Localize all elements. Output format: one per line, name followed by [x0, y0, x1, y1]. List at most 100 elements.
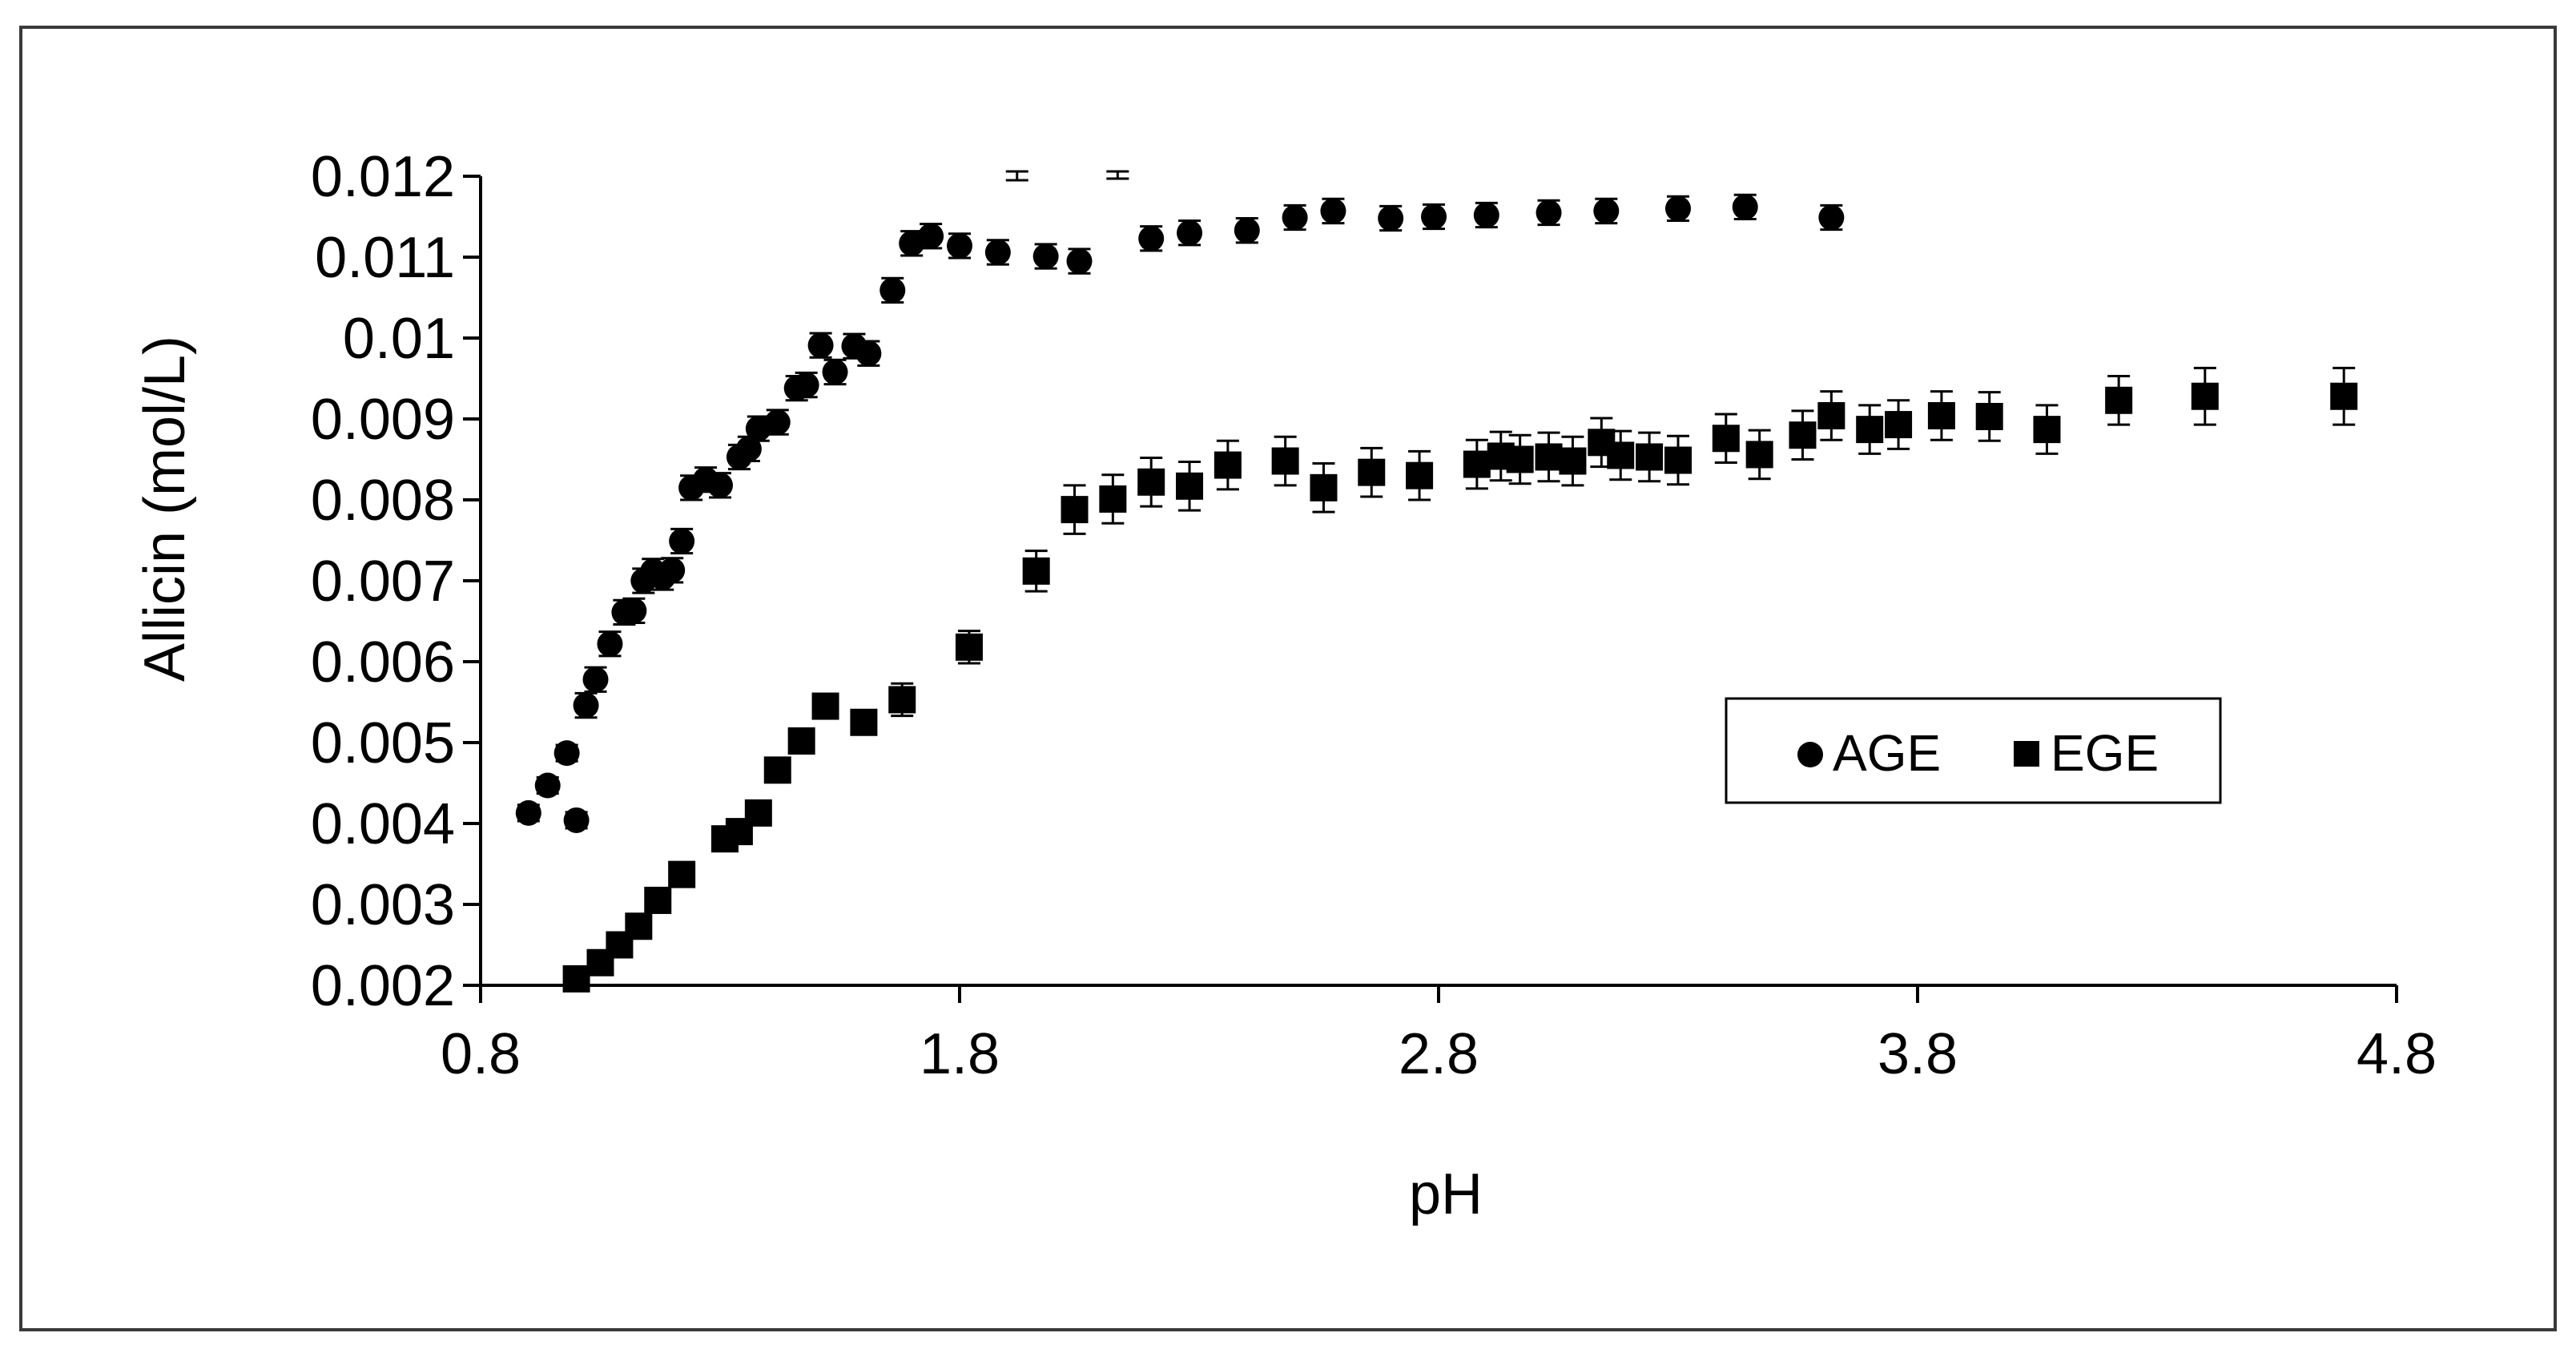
- ege-point: [1463, 450, 1491, 478]
- ege-point: [1061, 496, 1089, 524]
- ege-point: [1817, 401, 1845, 429]
- ege-point: [1712, 425, 1740, 453]
- ege-point: [1214, 451, 1242, 479]
- age-point: [1282, 204, 1308, 231]
- ege-point: [1137, 468, 1165, 496]
- x-tick-label: 1.8: [920, 1022, 1000, 1086]
- age-point: [879, 277, 906, 304]
- y-tick-label: 0.003: [311, 873, 455, 937]
- age-point: [621, 598, 647, 624]
- ege-point: [1607, 441, 1635, 469]
- age-point: [1665, 195, 1691, 222]
- age-point: [1378, 205, 1404, 232]
- age-point: [659, 557, 686, 583]
- y-tick-label: 0.011: [315, 226, 455, 290]
- x-tick-label: 3.8: [1878, 1022, 1958, 1086]
- legend-marker-age: [1797, 742, 1823, 767]
- age-point: [984, 239, 1011, 265]
- age-point: [1032, 243, 1059, 269]
- age-point: [597, 630, 623, 657]
- y-tick-labels: 0.002 0.003 0.004 0.005 0.006 0.007 0.008 0.009…: [311, 145, 481, 1018]
- age-point: [515, 799, 541, 826]
- y-tick-label: 0.005: [311, 711, 455, 775]
- age-point: [1234, 217, 1260, 244]
- age-point: [807, 332, 834, 359]
- ege-point: [1636, 443, 1664, 471]
- y-axis-title: Allicin (mol/L): [133, 336, 197, 682]
- ege-point: [2033, 416, 2061, 444]
- age-point: [735, 436, 762, 462]
- ege-point: [850, 708, 878, 736]
- age-point: [764, 409, 791, 436]
- ege-point: [1559, 447, 1587, 475]
- legend-marker-ege: [2014, 741, 2039, 767]
- x-tick-label: 2.8: [1399, 1022, 1479, 1086]
- legend-box: [1725, 697, 2222, 804]
- y-tick-label: 0.007: [311, 550, 455, 614]
- ege-point: [1664, 446, 1692, 474]
- ege-point: [744, 799, 772, 827]
- ege-point: [2330, 382, 2358, 410]
- ege-point: [955, 633, 983, 661]
- ege-point: [668, 860, 696, 888]
- x-tick-labels: 0.8 1.8 2.8 3.8 4.8: [441, 985, 2437, 1086]
- ege-point: [1176, 472, 1204, 500]
- age-point: [534, 772, 561, 799]
- x-tick-label: 0.8: [441, 1022, 521, 1086]
- age-point: [918, 223, 944, 249]
- ege-point: [644, 886, 672, 914]
- age-point: [669, 528, 695, 554]
- legend-label-ege: EGE: [2051, 724, 2159, 782]
- ege-point: [763, 756, 791, 784]
- age-point: [1818, 204, 1845, 231]
- age-point: [1066, 248, 1093, 275]
- ege-point: [1885, 411, 1913, 439]
- age-point: [1593, 198, 1620, 224]
- ege-point: [1745, 441, 1773, 469]
- age-point: [563, 807, 590, 833]
- ege-point: [1506, 445, 1534, 473]
- ege-point: [1856, 416, 1884, 444]
- x-tick-label: 4.8: [2357, 1022, 2437, 1086]
- y-tick-label: 0.008: [311, 469, 455, 533]
- age-point: [1473, 202, 1499, 228]
- ege-point: [1535, 443, 1563, 471]
- ege-point: [1358, 458, 1386, 486]
- y-tick-label: 0.006: [311, 630, 455, 695]
- ege-point: [1406, 461, 1434, 489]
- age-point: [1320, 198, 1346, 224]
- chart-frame: [19, 26, 2557, 1331]
- ege-point: [2191, 382, 2219, 410]
- ege-point: [1099, 485, 1127, 513]
- age-point: [553, 740, 580, 767]
- age-point: [707, 472, 733, 498]
- y-tick-label: 0.012: [311, 145, 455, 209]
- age-point: [855, 340, 882, 367]
- ege-point: [1927, 401, 1955, 429]
- age-point: [822, 359, 848, 385]
- age-point: [1536, 199, 1562, 226]
- ege-point: [1789, 421, 1817, 449]
- x-axis-title: pH: [1409, 1162, 1483, 1226]
- age-point: [1732, 194, 1758, 220]
- ege-point: [625, 912, 653, 940]
- data-markers: [515, 194, 2358, 993]
- legend-label-age: AGE: [1833, 724, 1941, 782]
- ege-point: [1022, 557, 1050, 585]
- age-point: [582, 666, 609, 693]
- ege-point: [1310, 473, 1338, 501]
- age-point: [1421, 203, 1447, 230]
- y-tick-label: 0.01: [343, 307, 455, 371]
- age-point: [947, 232, 972, 259]
- age-point: [1177, 219, 1203, 246]
- ege-point: [811, 692, 839, 720]
- age-point: [573, 692, 599, 719]
- y-tick-label: 0.009: [311, 388, 455, 452]
- ege-point: [1271, 447, 1299, 475]
- ege-point: [562, 964, 590, 993]
- ege-point: [888, 686, 916, 714]
- y-tick-label: 0.002: [311, 954, 455, 1018]
- age-point: [793, 372, 819, 398]
- ege-point: [2105, 386, 2133, 414]
